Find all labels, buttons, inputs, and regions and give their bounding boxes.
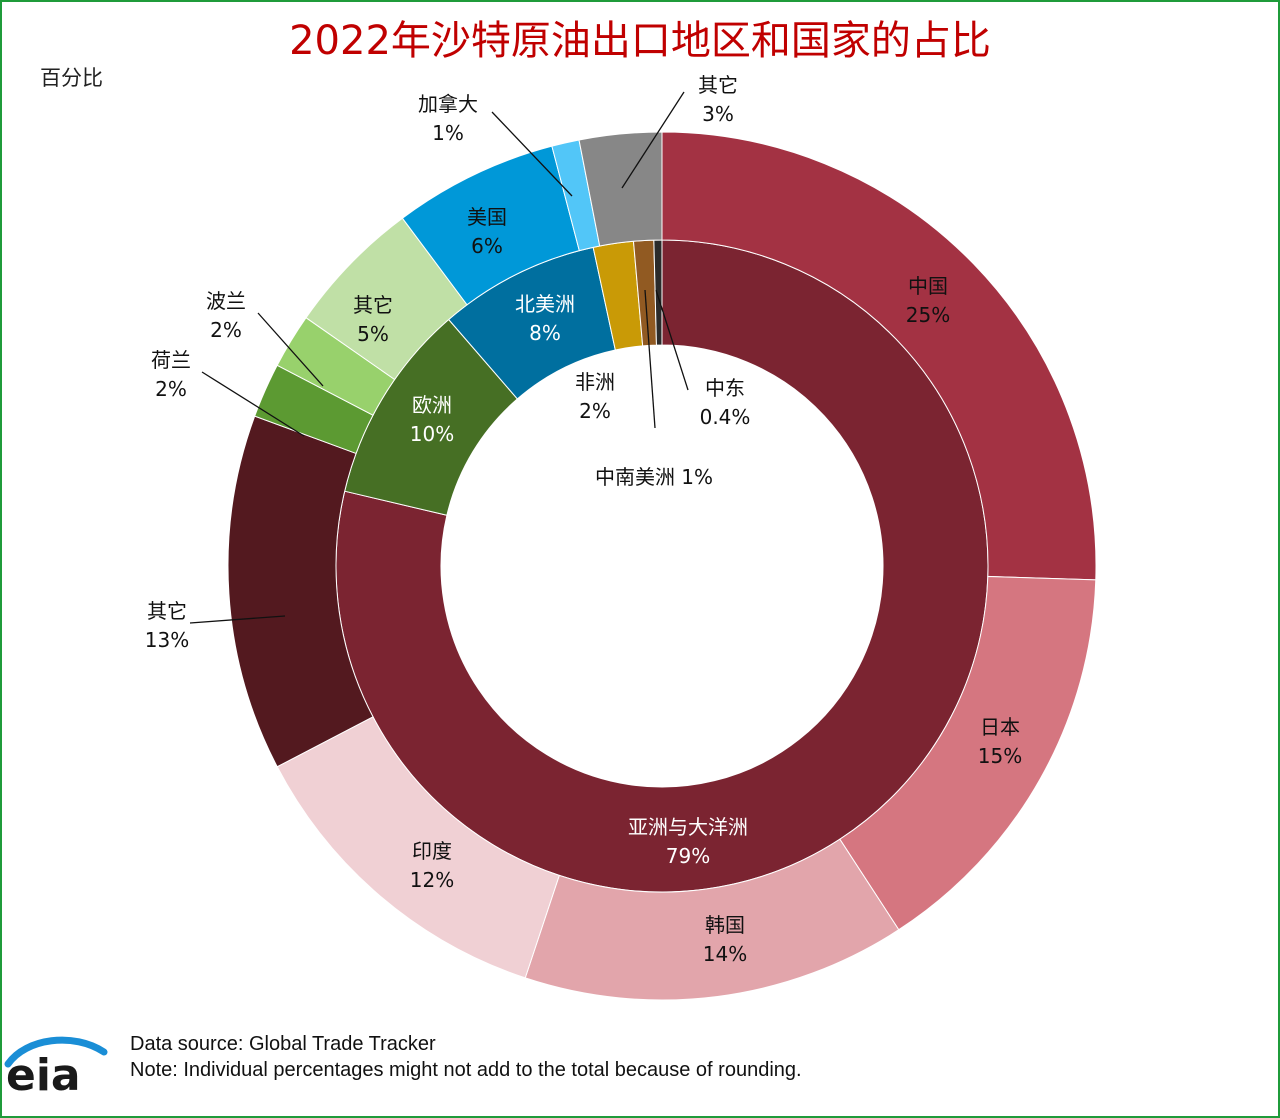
inner-2-value: 8% bbox=[529, 321, 561, 345]
outer-7-value: 5% bbox=[357, 322, 389, 346]
outer-1-label: 日本 15% bbox=[978, 715, 1022, 768]
outer-0-value: 25% bbox=[906, 303, 950, 327]
inner-5-leader bbox=[655, 289, 689, 391]
inner-3-label: 非洲 2% bbox=[575, 370, 615, 423]
outer-6-label: 波兰 2% bbox=[206, 289, 246, 342]
inner-4-label: 中南美洲 1% bbox=[595, 465, 713, 489]
outer-1-name: 日本 bbox=[980, 715, 1020, 739]
outer-3-name: 印度 bbox=[412, 839, 452, 863]
data-source: Data source: Global Trade Tracker bbox=[130, 1033, 436, 1055]
outer-5-leader bbox=[201, 371, 305, 437]
outer-10-label: 其它 3% bbox=[698, 73, 738, 126]
outer-slice-10 bbox=[578, 131, 663, 247]
outer-6-leader bbox=[257, 312, 324, 387]
leader-lines bbox=[189, 91, 689, 624]
eia-logo-mark: eia bbox=[4, 1036, 108, 1101]
outer-0-label: 中国 25% bbox=[906, 274, 950, 327]
eia-logo-text: eia bbox=[6, 1050, 81, 1096]
inner-5-value: 0.4% bbox=[700, 405, 751, 429]
outer-7-label: 其它 5% bbox=[353, 293, 393, 346]
eia-logo: eia bbox=[4, 1030, 114, 1101]
outer-4-leader bbox=[189, 615, 286, 624]
outer-2-name: 韩国 bbox=[705, 913, 745, 937]
outer-1-value: 15% bbox=[978, 744, 1022, 768]
inner-1-value: 10% bbox=[410, 422, 454, 446]
inner-5-label: 中东 0.4% bbox=[700, 376, 751, 429]
inner-2-label: 北美洲 8% bbox=[515, 292, 575, 345]
inner-5-name: 中东 bbox=[705, 376, 745, 400]
outer-6-value: 2% bbox=[210, 318, 242, 342]
outer-9-value: 1% bbox=[432, 121, 464, 145]
inner-1-label: 欧洲 10% bbox=[410, 393, 454, 446]
outer-10-value: 3% bbox=[702, 102, 734, 126]
outer-9-leader bbox=[491, 111, 573, 197]
inner-1-name: 欧洲 bbox=[412, 393, 452, 417]
outer-0-name: 中国 bbox=[908, 274, 948, 298]
inner-0-value: 79% bbox=[666, 844, 710, 868]
inner-4-leader bbox=[644, 289, 656, 429]
outer-6-name: 波兰 bbox=[206, 289, 246, 313]
outer-slice-0 bbox=[661, 131, 1097, 581]
outer-5-value: 2% bbox=[155, 377, 187, 401]
outer-8-label: 美国 6% bbox=[467, 205, 507, 258]
outer-9-label: 加拿大 1% bbox=[418, 92, 478, 145]
outer-4-name: 其它 bbox=[147, 599, 187, 623]
outer-3-label: 印度 12% bbox=[410, 839, 454, 892]
footnote: Note: Individual percentages might not a… bbox=[130, 1059, 802, 1081]
outer-3-value: 12% bbox=[410, 868, 454, 892]
outer-4-value: 13% bbox=[145, 628, 189, 652]
slices-group bbox=[227, 131, 1097, 1001]
inner-0-name: 亚洲与大洋洲 bbox=[628, 815, 748, 839]
outer-9-name: 加拿大 bbox=[418, 92, 478, 116]
outer-4-label: 其它 13% bbox=[145, 599, 189, 652]
outer-5-label: 荷兰 2% bbox=[151, 348, 191, 401]
inner-2-name: 北美洲 bbox=[515, 292, 575, 316]
outer-10-leader bbox=[621, 91, 685, 189]
outer-8-name: 美国 bbox=[467, 205, 507, 229]
outer-8-value: 6% bbox=[471, 234, 503, 258]
outer-7-name: 其它 bbox=[353, 293, 393, 317]
outer-2-value: 14% bbox=[703, 942, 747, 966]
inner-3-value: 2% bbox=[579, 399, 611, 423]
footer: Data source: Global Trade Tracker Note: … bbox=[130, 1031, 802, 1083]
outer-2-label: 韩国 14% bbox=[703, 913, 747, 966]
outer-10-name: 其它 bbox=[698, 73, 738, 97]
inner-0-label: 亚洲与大洋洲 79% bbox=[628, 815, 748, 868]
unit-label: 百分比 bbox=[40, 66, 103, 90]
chart-title: 2022年沙特原油出口地区和国家的占比 bbox=[289, 18, 991, 64]
inner-3-name: 非洲 bbox=[575, 370, 615, 394]
slice-labels: 中国 25% 日本 15% 韩国 14% 印度 12% 其它 13% 荷兰 2% 波兰 2% 其它 5% 美国 6… bbox=[145, 73, 1022, 966]
outer-5-name: 荷兰 bbox=[151, 348, 191, 372]
